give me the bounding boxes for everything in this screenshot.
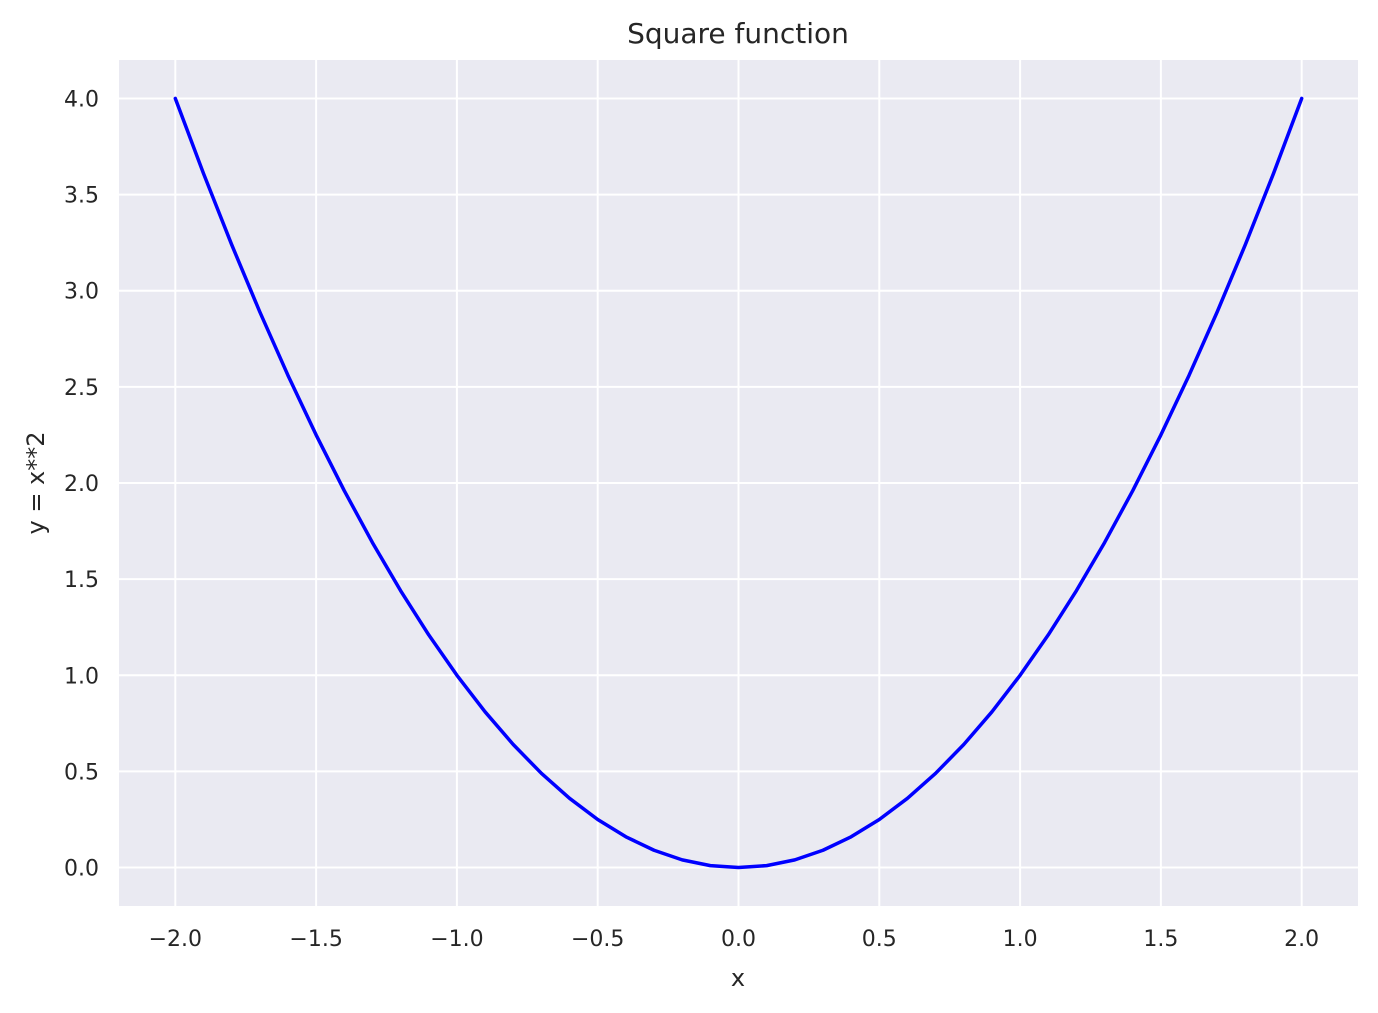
y-tick-label: 1.5 [64,568,99,593]
y-tick-label: 2.5 [64,376,99,401]
x-tick-label: 1.5 [1143,927,1178,952]
x-tick-label: 2.0 [1284,927,1319,952]
x-tick-label: 0.5 [862,927,897,952]
x-tick-label: −2.0 [149,927,202,952]
y-tick-label: 0.5 [64,760,99,785]
series-line [173,96,1304,870]
series-group [173,96,1304,870]
x-tick-label: −0.5 [571,927,624,952]
x-tick-label: 1.0 [1003,927,1038,952]
x-tick-label: 0.0 [721,927,756,952]
y-axis-ticks: 0.0 0.5 1.0 1.5 2.0 2.5 3.0 3.5 4.0 [64,87,99,881]
y-tick-label: 2.0 [64,472,99,497]
y-tick-label: 3.5 [64,184,99,209]
x-tick-label: −1.5 [289,927,342,952]
y-tick-label: 1.0 [64,664,99,689]
x-tick-label: −1.0 [430,927,483,952]
y-axis-label: y = x**2 [22,431,50,534]
x-axis-label: x [731,964,745,992]
y-tick-label: 3.0 [64,280,99,305]
y-tick-label: 0.0 [64,857,99,882]
x-axis-ticks: −2.0 −1.5 −1.0 −0.5 0.0 0.5 1.0 1.5 2.0 [149,927,1320,952]
y-tick-label: 4.0 [64,87,99,112]
chart-title: Square function [627,17,849,50]
